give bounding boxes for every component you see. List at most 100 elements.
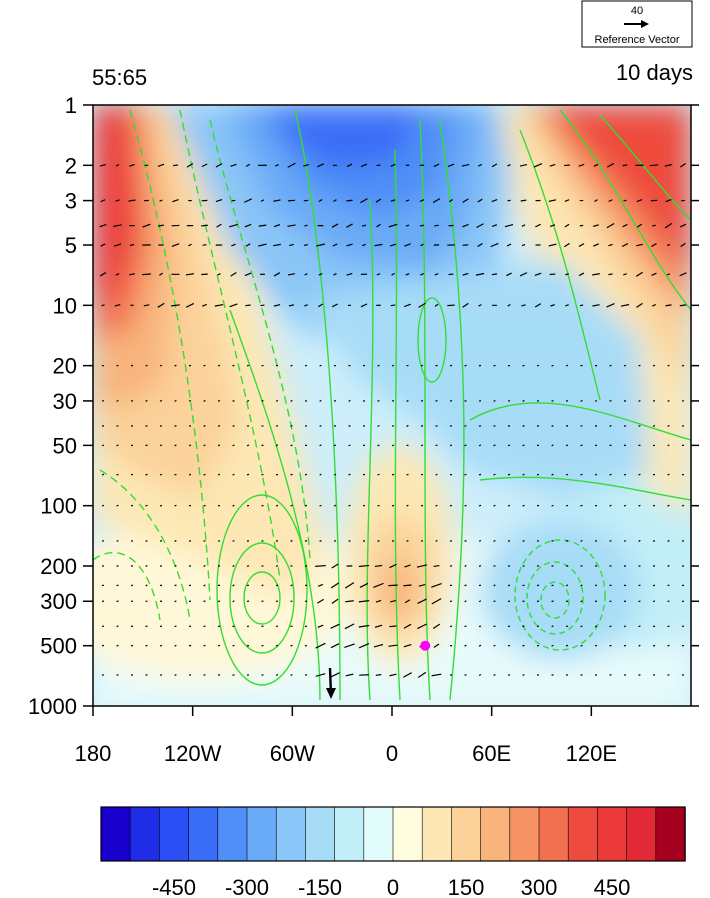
wind-vector — [464, 644, 467, 647]
wind-vector — [145, 364, 148, 367]
wind-vector — [358, 643, 370, 649]
wind-vector — [358, 624, 370, 628]
wind-vector — [592, 273, 600, 276]
wind-vector — [315, 673, 326, 677]
wind-vector — [232, 674, 235, 676]
wind-vector — [243, 198, 253, 203]
wind-vector — [273, 224, 281, 228]
wind-vector — [406, 540, 409, 542]
wind-vector — [331, 223, 339, 228]
wind-vector — [594, 444, 598, 447]
wind-vector — [507, 673, 511, 676]
wind-vector — [217, 600, 221, 603]
wind-vector — [681, 425, 685, 427]
field-cold-core — [270, 105, 420, 170]
wind-vector — [129, 273, 135, 276]
wind-vector — [432, 623, 441, 629]
wind-vector — [464, 504, 467, 507]
wind-vector — [621, 243, 629, 248]
wind-vector — [344, 643, 355, 648]
wind-vector — [188, 400, 192, 402]
wind-vector — [405, 224, 410, 227]
wind-vector — [418, 302, 426, 308]
y-tick-label: 1 — [65, 93, 77, 118]
wind-vector — [593, 243, 599, 247]
wind-vector — [232, 584, 235, 587]
wind-vector — [333, 539, 337, 542]
colorbar-tick-label: -150 — [298, 875, 342, 898]
wind-vector — [202, 244, 207, 246]
wind-vector — [594, 473, 598, 476]
wind-vector — [361, 224, 367, 227]
wind-vector — [493, 399, 496, 402]
reference-vector-magnitude: 40 — [631, 5, 643, 17]
wind-vector — [404, 303, 411, 308]
wind-vector — [477, 198, 483, 203]
wind-vector — [462, 223, 469, 228]
contour-c-3 — [394, 149, 401, 701]
wind-vector — [478, 425, 482, 427]
colorbar-swatch — [392, 806, 423, 862]
colorbar-swatch — [188, 806, 219, 862]
wind-vector — [551, 625, 554, 628]
wind-vector — [416, 564, 428, 568]
wind-vector — [404, 243, 411, 247]
wind-vector — [333, 199, 337, 203]
wind-vector — [319, 424, 322, 427]
field-east-cool-core — [480, 520, 640, 660]
wind-vector — [174, 539, 177, 542]
x-axis: 180 120W 60W 0 60E 120E — [75, 706, 617, 766]
wind-vector — [565, 273, 569, 276]
wind-vector — [622, 223, 628, 228]
wind-vector — [333, 273, 337, 276]
wind-vector — [188, 243, 192, 247]
wind-vector — [389, 673, 397, 677]
colorbar-tick-label: -300 — [225, 875, 269, 898]
wind-vector — [275, 564, 279, 567]
wind-vector — [377, 424, 380, 427]
wind-vector — [623, 199, 627, 202]
wind-vector — [203, 584, 206, 587]
strong-vector-head — [326, 688, 336, 699]
wind-vector — [159, 399, 163, 402]
wind-vector — [606, 222, 615, 229]
wind-vector — [304, 304, 308, 307]
wind-vector — [318, 273, 323, 276]
wind-vector — [464, 444, 467, 447]
wind-vector — [203, 424, 206, 428]
wind-vector — [406, 504, 409, 507]
x-tick-label: 60W — [270, 741, 315, 766]
wind-vector — [130, 504, 134, 507]
wind-vector — [389, 563, 397, 569]
wind-vector — [507, 504, 511, 507]
wind-vector — [244, 223, 252, 228]
wind-vector — [304, 600, 308, 603]
wind-vector — [244, 272, 252, 277]
strong-vector — [326, 667, 336, 699]
wind-vector — [101, 644, 105, 647]
wind-vector — [275, 399, 279, 402]
contour-c-4 — [419, 119, 431, 701]
wind-vector — [101, 673, 105, 676]
wind-vector — [417, 671, 427, 679]
wind-vector — [116, 444, 119, 447]
wind-vector — [303, 163, 309, 167]
wind-vector — [246, 540, 250, 542]
wind-vector — [275, 600, 279, 603]
wind-vector — [273, 243, 281, 247]
wind-vector — [358, 600, 370, 603]
contour-w-1 — [129, 109, 211, 601]
right-corner-label: 10 days — [616, 60, 693, 85]
wind-vector — [652, 644, 656, 647]
wind-vector — [666, 244, 671, 247]
wind-vector — [507, 400, 511, 402]
wind-vector — [636, 223, 643, 228]
wind-vector — [478, 400, 482, 402]
wind-vector — [246, 444, 250, 447]
wind-vector — [449, 565, 453, 567]
wind-vector — [580, 399, 583, 402]
colorbar-swatch — [480, 806, 511, 862]
wind-vector — [551, 473, 554, 476]
wind-vector — [667, 400, 670, 402]
wind-vector — [447, 163, 455, 168]
